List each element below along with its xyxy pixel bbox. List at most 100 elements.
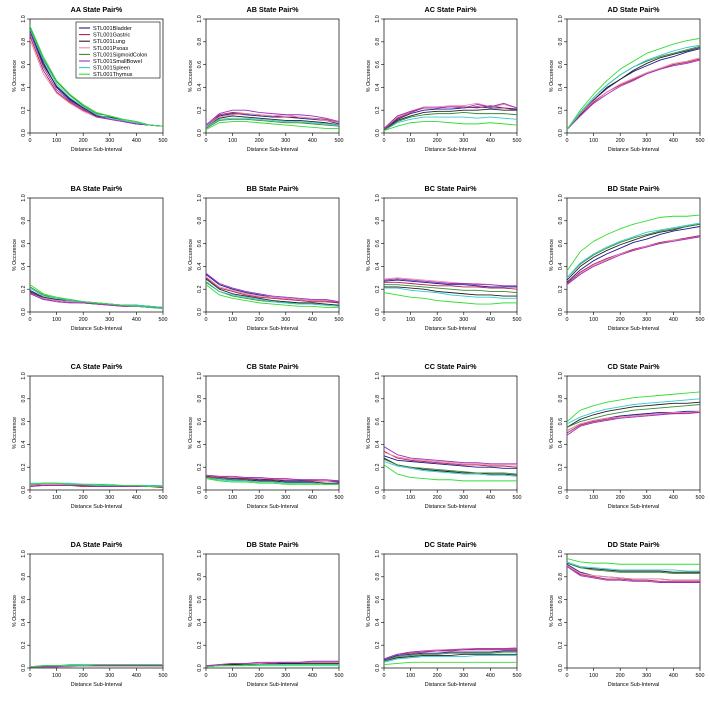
x-tick-label: 200 — [433, 495, 442, 501]
y-axis-label: % Occurence — [12, 239, 18, 271]
y-tick-label: 0.6 — [21, 61, 27, 69]
y-tick-label: 0.4 — [558, 84, 564, 92]
x-tick-label: 0 — [383, 495, 386, 501]
x-tick-label: 200 — [255, 138, 264, 144]
panel-bb: BB State Pair% 0.0 0.2 0.4 0.6 0.8 1.0 0 100 200 3… — [188, 184, 344, 332]
series-line-stl001psoas — [566, 565, 700, 581]
x-tick-label: 100 — [228, 317, 237, 323]
series-line-stl001psoas — [205, 276, 340, 303]
y-tick-label: 0.4 — [21, 84, 27, 92]
x-tick-label: 300 — [459, 673, 468, 679]
series-line-stl001thymus — [205, 665, 339, 668]
panel-bd: BD State Pair% 0.0 0.2 0.4 0.6 0.8 1.0 0 100 200 3… — [549, 184, 705, 332]
series-line-stl001smallbowel — [566, 236, 701, 285]
y-tick-label: 0.8 — [197, 395, 203, 403]
plot-frame — [205, 18, 340, 134]
y-axis-label: % Occurence — [188, 595, 194, 627]
series-line-stl001sigmoidcolon — [383, 651, 517, 662]
y-tick-label: 0.4 — [375, 263, 381, 271]
series-line-stl001gastric — [566, 58, 701, 130]
panel-title: BD State Pair% — [608, 184, 661, 193]
x-tick-label: 200 — [616, 673, 625, 679]
x-tick-label: 200 — [616, 138, 625, 144]
y-tick-label: 1.0 — [21, 15, 27, 23]
legend-label: STL001SigmoidColon — [93, 52, 147, 58]
panel-ad: AD State Pair% 0.0 0.2 0.4 0.6 0.8 1.0 0 100 200 3… — [549, 5, 705, 153]
series-line-stl001sigmoidcolon — [566, 404, 701, 428]
panel-title: DA State Pair% — [71, 540, 123, 549]
y-tick-label: 0.0 — [558, 664, 564, 672]
series-line-stl001psoas — [205, 113, 340, 127]
x-tick-label: 200 — [616, 495, 625, 501]
y-tick-label: 0.4 — [197, 84, 203, 92]
y-tick-label: 0.2 — [197, 285, 203, 293]
series-line-stl001smallbowel — [30, 665, 163, 668]
y-tick-label: 0.6 — [21, 240, 27, 248]
legend-label: STL001SmallBowel — [93, 59, 142, 65]
y-tick-label: 0.2 — [21, 641, 27, 649]
x-axis-label: Distance Sub-Interval — [71, 147, 123, 153]
x-tick-label: 0 — [29, 495, 32, 501]
y-tick-label: 0.2 — [375, 285, 381, 293]
legend-label: STL001Spleen — [93, 66, 130, 72]
x-tick-label: 100 — [589, 673, 598, 679]
x-axis-label: Distance Sub-Interval — [71, 682, 123, 688]
y-axis-label: % Occurence — [12, 60, 18, 92]
legend-label: STL001Lung — [93, 39, 125, 45]
x-axis-label: Distance Sub-Interval — [608, 326, 660, 332]
y-axis-label: % Occurence — [366, 60, 372, 92]
series-line-stl001thymus — [383, 292, 517, 305]
y-tick-label: 0.8 — [558, 38, 564, 46]
x-tick-label: 200 — [79, 317, 88, 323]
series-line-stl001gastric — [383, 450, 518, 468]
plot-frame — [205, 375, 340, 491]
y-axis-label: % Occurence — [366, 417, 372, 449]
x-tick-label: 400 — [669, 673, 678, 679]
x-tick-label: 400 — [308, 495, 317, 501]
y-tick-label: 0.4 — [558, 263, 564, 271]
y-tick-label: 0.6 — [197, 418, 203, 426]
y-tick-label: 1.0 — [197, 550, 203, 558]
legend-label: STL001Thymus — [93, 72, 133, 78]
y-tick-label: 1.0 — [197, 15, 203, 23]
y-tick-label: 0.8 — [375, 395, 381, 403]
x-tick-label: 500 — [335, 495, 344, 501]
x-tick-label: 0 — [205, 317, 208, 323]
plot-frame — [383, 197, 518, 313]
x-tick-label: 100 — [406, 495, 415, 501]
series-line-stl001smallbowel — [29, 32, 164, 127]
panel-title: AC State Pair% — [425, 5, 478, 14]
x-tick-label: 400 — [132, 673, 141, 679]
y-tick-label: 0.4 — [558, 441, 564, 449]
series-line-stl001smallbowel — [383, 278, 517, 287]
y-tick-label: 0.0 — [558, 129, 564, 137]
y-tick-label: 1.0 — [375, 550, 381, 558]
y-tick-label: 0.4 — [375, 619, 381, 627]
x-tick-label: 500 — [513, 495, 522, 501]
y-tick-label: 0.6 — [558, 240, 564, 248]
x-tick-label: 100 — [228, 673, 237, 679]
y-axis-label: % Occurence — [549, 417, 555, 449]
y-tick-label: 1.0 — [375, 194, 381, 202]
plot-frame — [566, 18, 701, 134]
series-line-stl001gastric — [566, 565, 700, 582]
series-line-stl001bladder — [383, 650, 517, 661]
series-line-stl001thymus — [29, 664, 163, 668]
y-tick-label: 0.0 — [21, 308, 27, 316]
y-tick-label: 0.8 — [21, 395, 27, 403]
y-tick-label: 0.2 — [375, 641, 381, 649]
series-line-stl001thymus — [566, 558, 700, 565]
series-line-stl001thymus — [383, 464, 517, 482]
y-tick-label: 1.0 — [197, 194, 203, 202]
series-line-stl001thymus — [205, 284, 339, 308]
series-line-stl001thymus — [205, 478, 339, 485]
series-line-stl001smallbowel — [383, 102, 518, 129]
series-line-stl001thymus — [566, 37, 701, 130]
panel-aa: AA State Pair% 0.0 0.2 0.4 0.6 0.8 1.0 0 100 200 3… — [12, 5, 168, 153]
y-tick-label: 0.4 — [197, 263, 203, 271]
series-line-stl001smallbowel — [566, 59, 701, 130]
series-line-stl001spleen — [205, 280, 340, 307]
panel-title: BC State Pair% — [425, 184, 478, 193]
series-line-stl001spleen — [29, 287, 164, 308]
